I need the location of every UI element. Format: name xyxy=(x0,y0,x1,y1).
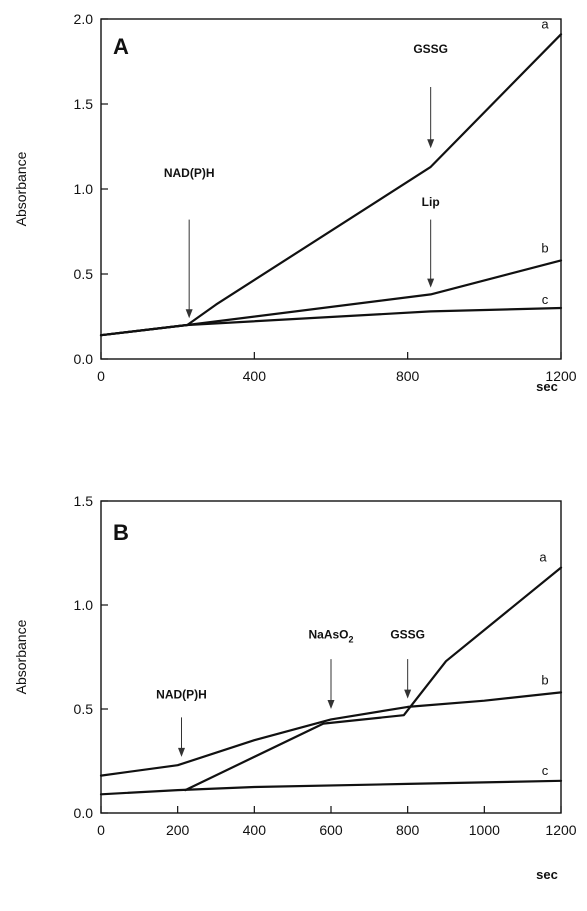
x-tick-label: 0 xyxy=(97,822,105,838)
annotation-arrowhead xyxy=(427,278,435,288)
series-line-b xyxy=(99,259,563,337)
annotation-label: NAD(P)H xyxy=(156,688,207,702)
y-tick-label: 0.5 xyxy=(74,266,94,282)
series-line-b xyxy=(99,691,563,777)
x-axis-unit: sec xyxy=(536,867,558,882)
y-tick-label: 0.0 xyxy=(74,351,94,367)
annotation-subscript: 2 xyxy=(349,634,354,644)
annotation-arrowhead xyxy=(185,309,193,319)
series-label-a: a xyxy=(539,550,547,565)
annotation-arrowhead xyxy=(427,139,435,149)
annotation-arrowhead xyxy=(404,689,412,699)
x-tick-label: 1000 xyxy=(469,822,500,838)
y-tick-label: 1.0 xyxy=(74,597,94,613)
series-label-a: a xyxy=(541,16,549,31)
annotation-label: NaAsO2 xyxy=(308,627,353,644)
y-tick-label: 2.0 xyxy=(74,11,94,27)
series-label-b: b xyxy=(541,240,548,255)
panel-a: 0 400 800 1200 0.0 0.5 1.0 1.5 2.0 Absorbance sec A… xyxy=(13,11,577,394)
panel-b: 0 200 400 600 800 1000 1200 0.0 0.5 1.0 1.5 Absorba… xyxy=(13,493,577,882)
series-line-c xyxy=(99,306,563,337)
y-tick-label: 1.5 xyxy=(74,493,94,509)
annotation-label: GSSG xyxy=(390,627,425,641)
x-tick-label: 0 xyxy=(97,368,105,384)
x-tick-label: 800 xyxy=(396,822,420,838)
y-axis-label: Absorbance xyxy=(13,619,29,694)
series-line-c xyxy=(99,779,563,796)
annotation-label: GSSG xyxy=(413,42,448,56)
series-label-c: c xyxy=(542,292,549,307)
series-line-a xyxy=(99,33,563,337)
x-axis-unit: sec xyxy=(536,379,558,394)
x-tick-label: 200 xyxy=(166,822,190,838)
y-axis-label: Absorbance xyxy=(13,151,29,226)
y-tick-label: 1.5 xyxy=(74,96,94,112)
x-tick-label: 400 xyxy=(243,368,267,384)
x-tick-label: 1200 xyxy=(545,822,576,838)
series-line-a xyxy=(184,566,563,792)
annotation-label: Lip xyxy=(422,195,440,209)
panel-label: A xyxy=(113,34,129,59)
panel-label: B xyxy=(113,520,129,545)
series-label-c: c xyxy=(542,763,549,778)
x-tick-label: 800 xyxy=(396,368,420,384)
y-tick-label: 0.0 xyxy=(74,805,94,821)
x-tick-label: 1200 xyxy=(545,368,576,384)
y-tick-label: 1.0 xyxy=(74,181,94,197)
y-tick-label: 0.5 xyxy=(74,701,94,717)
annotation-arrowhead xyxy=(327,700,335,709)
x-tick-label: 400 xyxy=(243,822,267,838)
series-label-b: b xyxy=(541,672,548,687)
annotation-label: NAD(P)H xyxy=(164,166,215,180)
x-tick-label: 600 xyxy=(319,822,343,838)
annotation-arrowhead xyxy=(178,747,185,757)
